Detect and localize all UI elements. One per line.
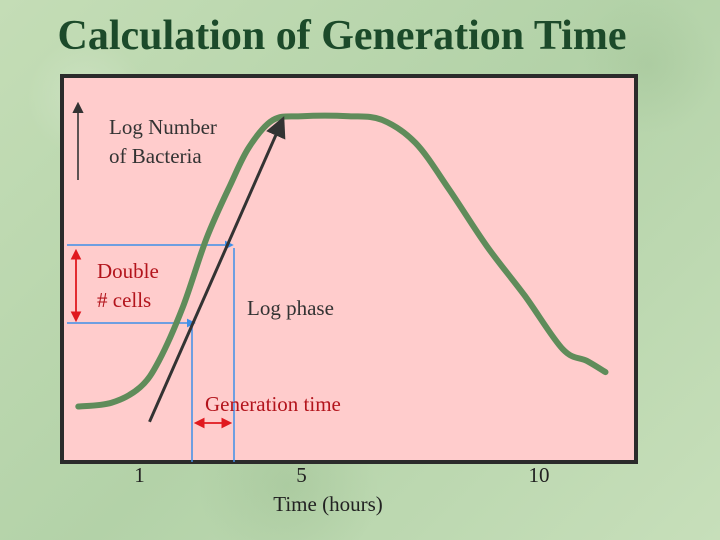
x-tick-label-10: 10	[529, 463, 550, 487]
double-cells-label-line-1: Double	[97, 259, 159, 283]
x-axis-label: Time (hours)	[273, 492, 382, 516]
y-axis-label-line-2: of Bacteria	[109, 144, 202, 168]
growth-curve	[75, 112, 609, 410]
y-axis-label-line-1: Log Number	[109, 115, 217, 139]
page-title: Calculation of Generation Time	[57, 13, 627, 59]
x-tick-label-1: 1	[134, 463, 145, 487]
double-cells-label-line-2: # cells	[97, 288, 151, 312]
log-phase-arrow	[148, 116, 286, 423]
double-cells-label: Double # cells	[97, 259, 164, 312]
y-axis-label: Log Number of Bacteria	[109, 115, 222, 168]
plot-area	[60, 74, 638, 464]
x-tick-label-5: 5	[296, 463, 307, 487]
x-tick-labels: 1 5 10	[134, 463, 549, 487]
log-phase-label: Log phase	[247, 296, 334, 320]
generation-time-label: Generation time	[205, 392, 341, 416]
